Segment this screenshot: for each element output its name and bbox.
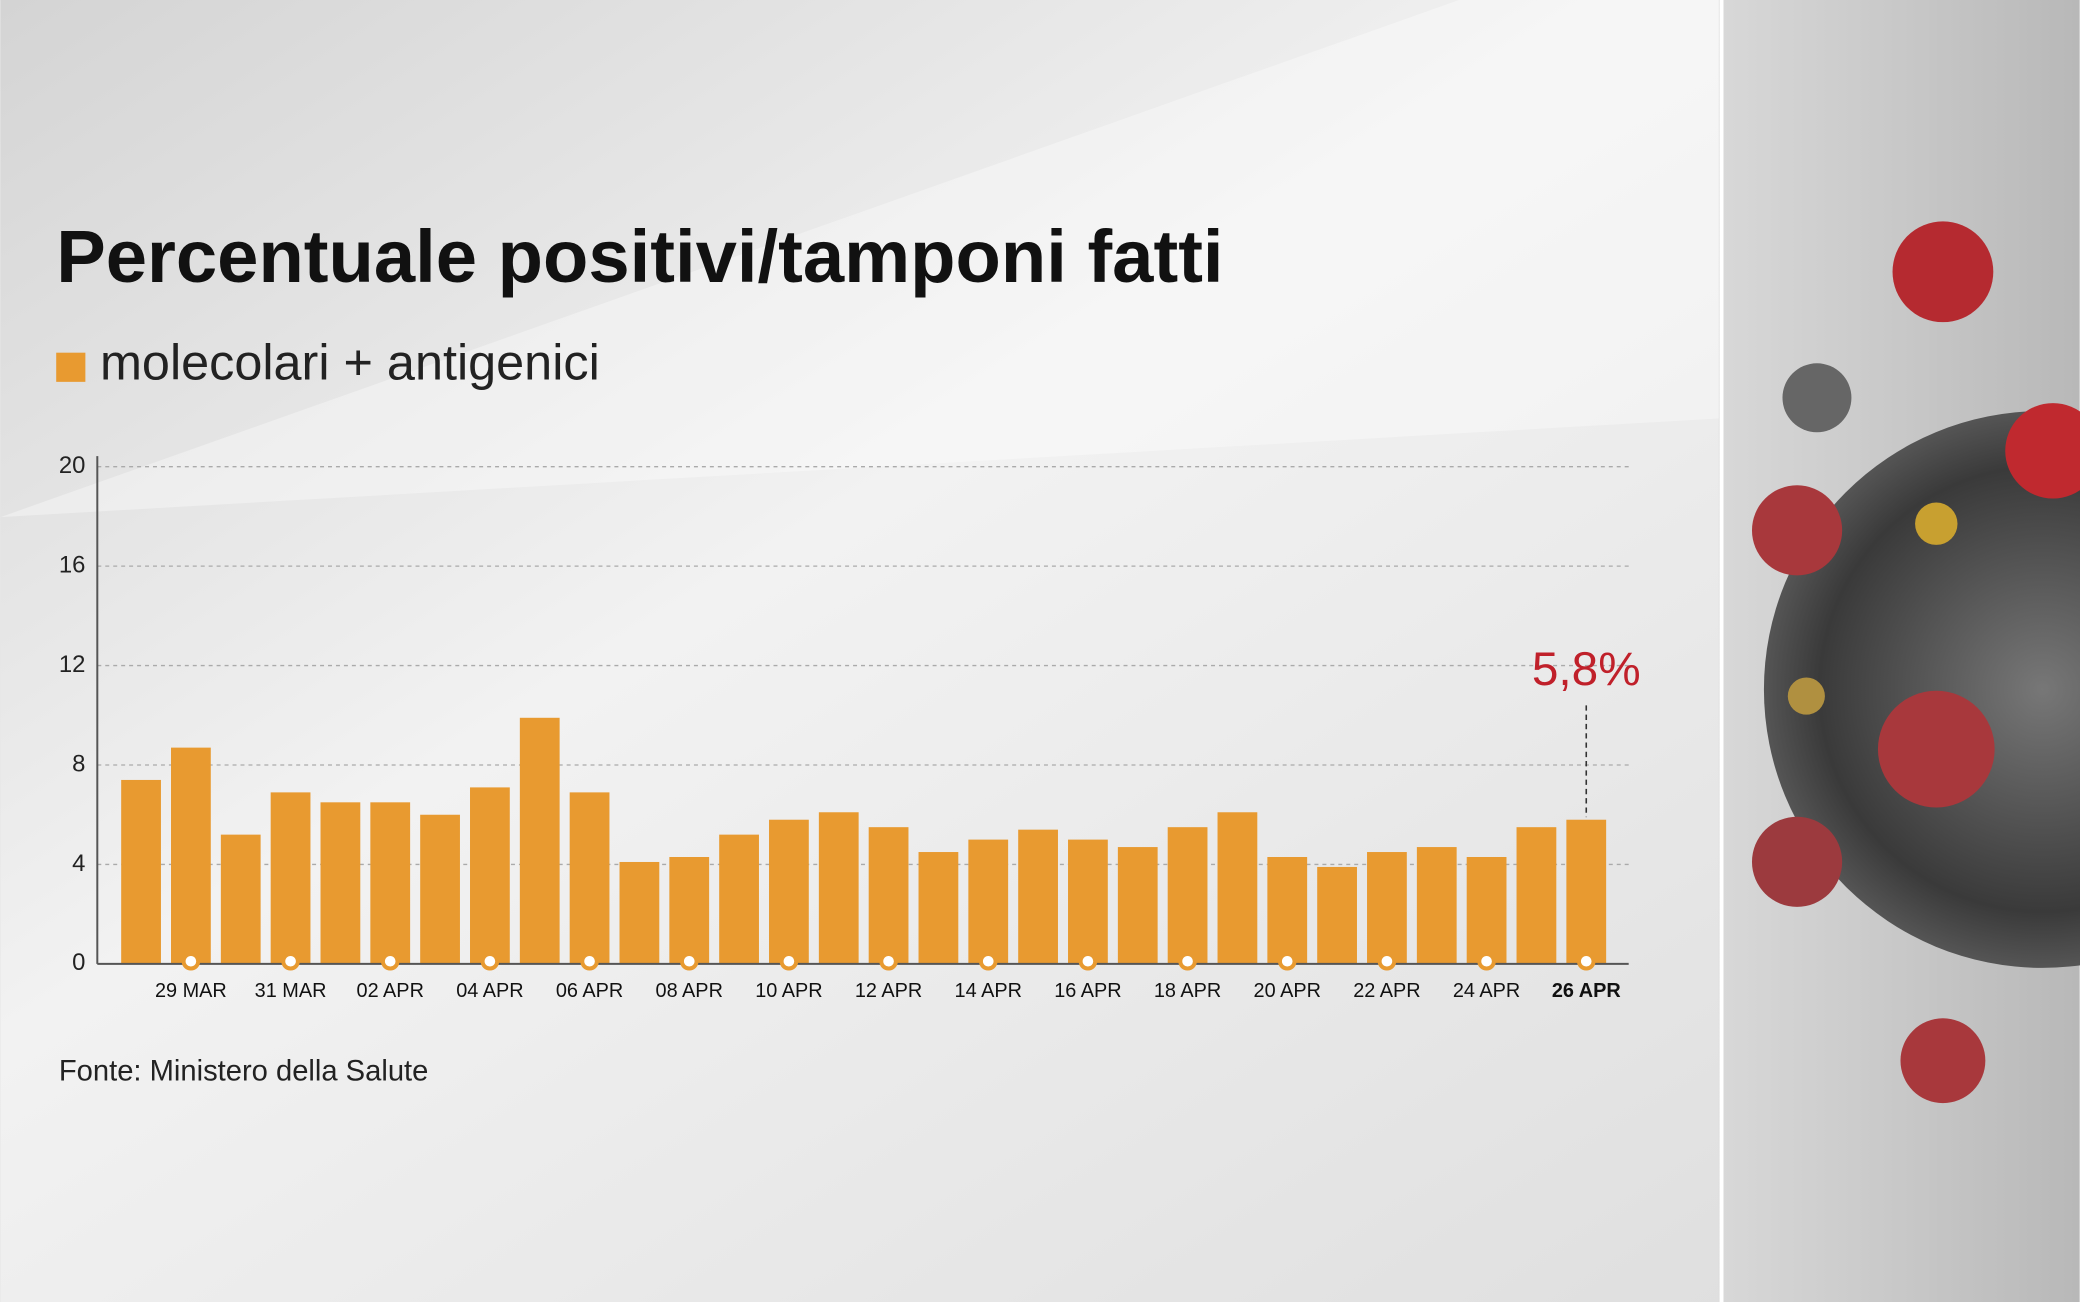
x-tick-label: 06 APR (556, 980, 623, 1002)
x-tick-dot (1178, 951, 1197, 971)
x-tick-label: 31 MAR (255, 980, 327, 1002)
bar (1317, 866, 1357, 964)
legend-swatch (56, 352, 86, 382)
bar (370, 802, 411, 964)
x-tick-dot (1078, 951, 1098, 971)
bar (818, 812, 859, 964)
y-tick-label: 0 (72, 949, 85, 976)
x-tick-dot (181, 951, 201, 971)
bar (1267, 857, 1308, 964)
value-label: 5,8% (1532, 643, 1641, 696)
legend-label: molecolari + antigenici (100, 333, 600, 390)
x-tick-label: 02 APR (357, 980, 424, 1002)
bar (270, 792, 311, 964)
bar (1566, 819, 1607, 964)
bar (1416, 847, 1457, 964)
x-tick-label: 10 APR (755, 980, 822, 1002)
x-tick-dot (978, 951, 998, 971)
bar (968, 839, 1009, 964)
bar (1167, 827, 1208, 964)
bar (1516, 827, 1557, 964)
chart-title: Percentuale positivi/tamponi fatti (56, 215, 1223, 298)
x-tick-label: 14 APR (955, 980, 1022, 1002)
y-tick-label: 12 (59, 651, 86, 678)
spike (1751, 816, 1843, 907)
x-tick-label: 24 APR (1453, 980, 1520, 1002)
bar (669, 857, 710, 964)
x-tick-dot (281, 951, 300, 971)
virus-body (1764, 411, 2080, 968)
bar (121, 779, 161, 964)
bar (719, 834, 759, 964)
x-tick-label: 20 APR (1254, 980, 1321, 1002)
x-tick-label: 04 APR (456, 980, 523, 1002)
x-tick-label: 26 APR (1552, 980, 1621, 1002)
x-tick-dot (1477, 951, 1496, 971)
x-tick-label: 08 APR (656, 980, 723, 1002)
spike (1782, 363, 1852, 433)
x-tick-label: 29 MAR (155, 980, 227, 1002)
bar (1068, 839, 1108, 964)
x-tick-dot (580, 951, 599, 971)
bar (420, 814, 460, 964)
bar (1217, 812, 1258, 964)
spike (1751, 485, 1843, 576)
bar (1018, 829, 1058, 964)
x-tick-dot (679, 951, 699, 971)
y-tick-label: 20 (59, 452, 86, 479)
bar (470, 787, 510, 964)
bar (1466, 857, 1507, 964)
x-tick-dot (879, 951, 898, 971)
x-tick-label: 18 APR (1154, 980, 1221, 1002)
y-tick-label: 4 (72, 850, 85, 877)
x-tick-label: 22 APR (1353, 980, 1420, 1002)
bar (320, 802, 361, 964)
bar (1367, 852, 1407, 964)
bar (619, 861, 660, 964)
y-tick-label: 16 (59, 551, 86, 578)
spike (1892, 221, 1994, 323)
bar (918, 852, 959, 964)
spike (1877, 690, 1995, 808)
spike (1915, 502, 1958, 545)
bar (519, 717, 560, 964)
x-tick-dot (1576, 951, 1596, 971)
x-tick-label: 12 APR (855, 980, 922, 1002)
spike (1900, 1018, 1986, 1104)
virus-illustration (1751, 221, 2080, 1104)
bar (569, 792, 610, 964)
bar (769, 819, 809, 964)
source: Fonte: Ministero della Salute (59, 1055, 429, 1087)
x-tick-label: 16 APR (1054, 980, 1121, 1002)
y-tick-label: 8 (72, 750, 85, 777)
bar (868, 827, 909, 964)
spike (1787, 677, 1825, 715)
x-tick-dot (1377, 951, 1397, 971)
x-tick-dot (480, 951, 500, 971)
light-band (0, 0, 2080, 518)
spike (2005, 403, 2080, 499)
bar (220, 834, 261, 964)
bar (1117, 847, 1158, 964)
x-tick-dot (779, 951, 799, 971)
x-tick-dot (1277, 951, 1297, 971)
bar (171, 747, 211, 964)
x-tick-dot (380, 951, 400, 971)
